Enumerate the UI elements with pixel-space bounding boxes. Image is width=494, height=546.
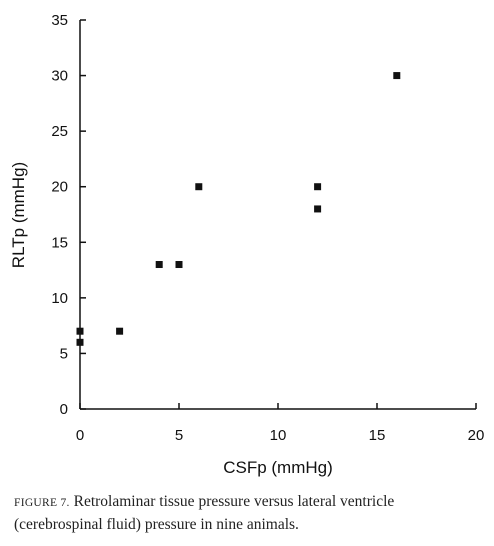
- y-tick-label: 15: [51, 234, 68, 251]
- caption-label: FIGURE 7.: [14, 497, 70, 509]
- data-point: [314, 183, 322, 191]
- y-tick-label: 35: [51, 12, 68, 29]
- x-tick-label: 15: [369, 427, 386, 444]
- figure-caption: FIGURE 7. Retrolaminar tissue pressure v…: [14, 491, 482, 536]
- x-tick-label: 5: [175, 427, 183, 444]
- y-tick-label: 10: [51, 290, 68, 307]
- x-tick-label: 0: [76, 427, 84, 444]
- y-tick-label: 0: [60, 401, 68, 418]
- y-tick-label: 25: [51, 123, 68, 140]
- scatter-chart: 0 5 10 15 20 25 30 35 0 5 10 15 20 CSFp (mmHg) RLTp…: [9, 12, 485, 477]
- y-tick-label: 5: [60, 345, 68, 362]
- data-point: [175, 261, 183, 269]
- data-point: [76, 338, 84, 346]
- data-point: [76, 327, 84, 335]
- data-point: [195, 183, 203, 191]
- data-point: [116, 327, 124, 335]
- caption-text: Retrolaminar tissue pressure versus late…: [14, 493, 395, 533]
- data-point: [155, 261, 163, 269]
- y-tick-label: 30: [51, 68, 68, 85]
- y-tick-label: 20: [51, 179, 68, 196]
- data-point: [393, 72, 401, 80]
- x-axis-label: CSFp (mmHg): [223, 458, 333, 477]
- x-tick-label: 10: [270, 427, 287, 444]
- x-tick-label: 20: [468, 427, 485, 444]
- y-axis-label: RLTp (mmHg): [9, 162, 28, 268]
- data-point: [314, 205, 322, 213]
